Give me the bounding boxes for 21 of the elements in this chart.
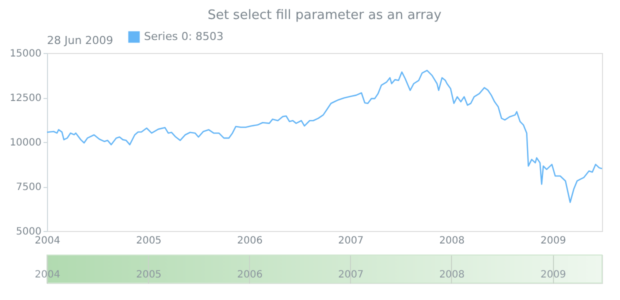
y-tick-label: 15000 <box>10 48 42 60</box>
x-tick-label: 2009 <box>540 236 566 246</box>
x-tick-label: 2006 <box>237 236 263 246</box>
y-tick-label: 10000 <box>10 138 42 148</box>
x2-tick-label: 2007 <box>338 270 364 280</box>
x2-tick-label: 2004 <box>34 270 60 280</box>
y-tick-label: 5000 <box>16 226 42 238</box>
chart-title: Set select fill parameter as an array <box>208 8 442 23</box>
legend-title: 28 Jun 2009 <box>47 34 114 47</box>
y-tick-label: 7500 <box>16 182 42 193</box>
x-tick-label: 2008 <box>439 236 465 246</box>
x-tick-label: 2004 <box>34 236 60 246</box>
legend-label: Series 0: 8503 <box>144 30 224 43</box>
x2-tick-label: 2008 <box>439 270 465 280</box>
x2-tick-label: 2005 <box>136 270 162 280</box>
x-tick-label: 2005 <box>136 236 162 246</box>
y-tick-label: 12500 <box>10 93 42 104</box>
x2-tick-label: 2006 <box>237 270 263 280</box>
x2-tick-label: 2009 <box>540 270 566 280</box>
line-series <box>46 70 603 203</box>
x-tick-label: 2007 <box>338 236 364 246</box>
